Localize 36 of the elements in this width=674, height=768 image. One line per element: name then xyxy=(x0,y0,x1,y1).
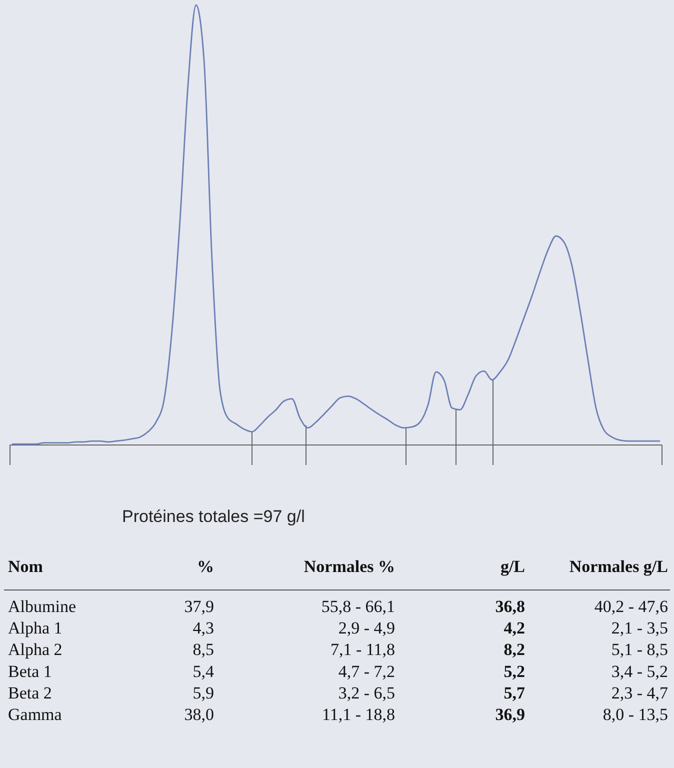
text: 8,0 - 13,5 xyxy=(602,705,668,724)
text: 4,3 xyxy=(192,618,214,638)
text: 5,1 - 8,5 xyxy=(611,640,668,660)
text: 55,8 - 66,1 xyxy=(321,597,395,616)
text: 11,1 - 18,8 xyxy=(322,705,395,724)
text: 40,2 - 47,6 xyxy=(594,597,668,616)
text: 5,7 xyxy=(504,683,526,702)
text: 2,1 - 3,5 xyxy=(611,618,668,638)
text: 2,9 - 4,9 xyxy=(338,618,395,638)
text: Gamma xyxy=(8,705,62,724)
text: 8,2 xyxy=(504,640,525,660)
text: g/L xyxy=(500,557,525,576)
text: Beta 2 xyxy=(8,683,52,702)
text: Protéines totales =97 g/l xyxy=(122,507,305,526)
text: 2,3 - 4,7 xyxy=(611,683,668,702)
text: 38,0 xyxy=(184,705,214,724)
text: 3,2 - 6,5 xyxy=(338,683,395,702)
text: 4,2 xyxy=(504,618,525,638)
text: 5,4 xyxy=(192,662,214,681)
text: 7,1 - 11,8 xyxy=(330,640,395,660)
text: 8,5 xyxy=(192,640,214,660)
text: Albumine xyxy=(8,597,76,616)
text: 5,9 xyxy=(192,683,214,702)
text: Alpha 1 xyxy=(8,618,62,638)
text: Beta 1 xyxy=(8,662,52,681)
text: Alpha 2 xyxy=(8,640,62,660)
text: 37,9 xyxy=(184,597,214,616)
text: % xyxy=(197,557,214,576)
text: 5,2 xyxy=(504,662,525,681)
text: 36,9 xyxy=(495,705,525,724)
text: Nom xyxy=(8,557,43,576)
text: 3,4 - 5,2 xyxy=(611,662,668,681)
text: 4,7 - 7,2 xyxy=(338,662,395,681)
text: 36,8 xyxy=(495,597,525,616)
text: Normales g/L xyxy=(569,557,668,576)
text: Normales % xyxy=(304,557,395,576)
